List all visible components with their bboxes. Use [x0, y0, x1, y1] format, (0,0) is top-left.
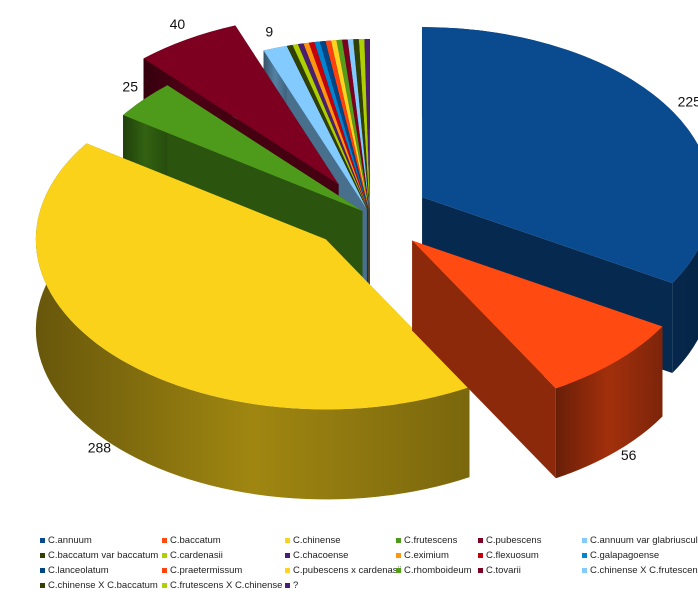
legend-swatch: [478, 553, 483, 558]
legend-swatch: [396, 553, 401, 558]
legend-item-c-pubescens: C.pubescens: [478, 534, 582, 547]
legend-item-c-lanceolatum: C.lanceolatum: [40, 564, 162, 577]
legend-item-c-praetermissum: C.praetermissum: [162, 564, 285, 577]
legend-item-c-annuum: C.annuum: [40, 534, 162, 547]
legend-swatch: [396, 538, 401, 543]
legend-label: C.baccatum: [170, 535, 221, 546]
legend-label: C.annuum var glabriusculum: [590, 535, 698, 546]
legend-label: C.pubescens x cardenasii: [293, 565, 402, 576]
legend-label: C.chinense: [293, 535, 341, 546]
legend-swatch: [162, 538, 167, 543]
data-label-c-annuum-var-glabriusculum: 9: [265, 24, 273, 40]
legend-label: C.pubescens: [486, 535, 541, 546]
legend-swatch: [478, 538, 483, 543]
legend-item-c-chinense-x-c-frutescens: C.chinense X C.frutescens: [582, 564, 698, 577]
legend-item-c-baccatum-var-baccatum: C.baccatum var baccatum: [40, 549, 162, 562]
legend-label: ?: [293, 580, 298, 591]
legend-swatch: [162, 568, 167, 573]
legend-label: C.praetermissum: [170, 565, 242, 576]
legend-swatch: [40, 583, 45, 588]
data-label-c-frutescens: 25: [122, 79, 138, 95]
legend-label: C.tovarii: [486, 565, 521, 576]
legend-swatch: [285, 568, 290, 573]
legend-item-c-eximium: C.eximium: [396, 549, 478, 562]
legend-swatch: [582, 553, 587, 558]
legend-label: C.eximium: [404, 550, 449, 561]
legend-item-c-galapagoense: C.galapagoense: [582, 549, 698, 562]
legend-swatch: [396, 568, 401, 573]
legend-swatch: [285, 583, 290, 588]
legend-item-c-baccatum: C.baccatum: [162, 534, 285, 547]
legend-label: C.frutescens: [404, 535, 457, 546]
legend: C.annuum C.baccatum C.chinense C.frutescens…: [40, 534, 690, 592]
data-label-c-baccatum: 56: [621, 447, 637, 463]
legend-label: C.flexuosum: [486, 550, 539, 561]
legend-item-c-flexuosum: C.flexuosum: [478, 549, 582, 562]
legend-item-c-chacoense: C.chacoense: [285, 549, 396, 562]
legend-item-c-chinense: C.chinense: [285, 534, 396, 547]
legend-label: C.rhomboideum: [404, 565, 472, 576]
legend-swatch: [582, 568, 587, 573]
legend-swatch: [478, 568, 483, 573]
legend-swatch: [162, 553, 167, 558]
legend-item-c-frutescens: C.frutescens: [396, 534, 478, 547]
legend-swatch: [285, 538, 290, 543]
legend-label: C.galapagoense: [590, 550, 659, 561]
legend-item-c-tovarii: C.tovarii: [478, 564, 582, 577]
legend-label: C.chacoense: [293, 550, 348, 561]
legend-swatch: [162, 583, 167, 588]
legend-item-c-cardenasii: C.cardenasii: [162, 549, 285, 562]
legend-swatch: [40, 568, 45, 573]
data-label-c-pubescens: 40: [170, 16, 186, 32]
legend-swatch: [285, 553, 290, 558]
legend-swatch: [40, 553, 45, 558]
legend-label: C.chinense X C.baccatum: [48, 580, 158, 591]
legend-label: C.cardenasii: [170, 550, 223, 561]
pie-chart: 9 40 25 225 288 56: [0, 0, 698, 520]
legend-label: C.annuum: [48, 535, 92, 546]
legend-item-c-annuum-var-glabriusculum: C.annuum var glabriusculum: [582, 534, 698, 547]
legend-item-c-chinense-x-c-baccatum: C.chinense X C.baccatum: [40, 579, 162, 592]
legend-label: C.baccatum var baccatum: [48, 550, 158, 561]
legend-item-c-pubescens-x-cardenasii: C.pubescens x cardenasii: [285, 564, 396, 577]
legend-label: C.lanceolatum: [48, 565, 109, 576]
legend-item-c-frutescens-x-c-chinense: C.frutescens X C.chinense: [162, 579, 285, 592]
legend-swatch: [582, 538, 587, 543]
legend-item-unknown: ?: [285, 579, 396, 592]
legend-label: C.frutescens X C.chinense: [170, 580, 282, 591]
legend-swatch: [40, 538, 45, 543]
data-label-c-annuum: 225: [678, 94, 698, 110]
legend-label: C.chinense X C.frutescens: [590, 565, 698, 576]
legend-item-c-rhomboideum: C.rhomboideum: [396, 564, 478, 577]
data-label-c-chinense: 288: [88, 440, 112, 456]
